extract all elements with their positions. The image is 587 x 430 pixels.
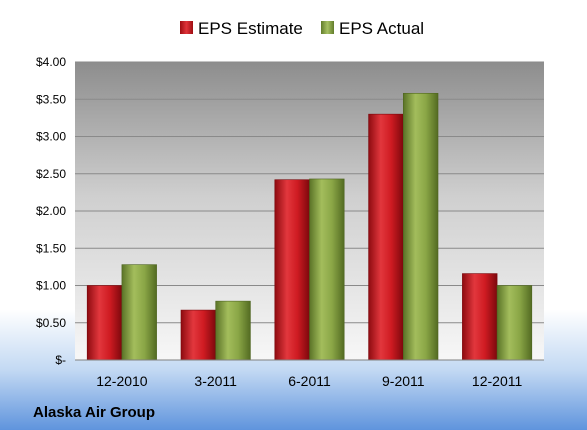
y-tick-label: $3.00	[36, 130, 66, 144]
x-axis-ticks: 12-2010 3-2011 6-2011 9-2011 12-2011	[96, 373, 522, 389]
y-tick-label: $1.00	[36, 279, 66, 293]
legend: EPS Estimate EPS Actual	[180, 19, 424, 38]
bar-eps-estimate	[274, 179, 310, 361]
y-axis-ticks: $- $0.50 $1.00 $1.50 $2.00 $2.50 $3.00 $3.50 $4.…	[36, 55, 66, 367]
y-tick-label: $2.00	[36, 204, 66, 218]
bars	[86, 92, 533, 361]
x-tick-label: 9-2011	[382, 373, 425, 389]
bar-eps-estimate	[368, 113, 404, 361]
y-tick-label: $3.50	[36, 92, 66, 106]
bar-eps-actual	[496, 285, 533, 361]
bar-eps-estimate	[462, 273, 498, 361]
x-tick-label: 12-2010	[96, 373, 148, 389]
x-tick-label: 12-2011	[472, 373, 523, 389]
legend-item-actual: EPS Actual	[321, 19, 424, 38]
legend-item-estimate: EPS Estimate	[180, 19, 303, 38]
bar-eps-estimate	[86, 285, 123, 361]
legend-label-actual: EPS Actual	[339, 19, 424, 38]
y-tick-label: $0.50	[36, 316, 66, 330]
legend-swatch-actual	[321, 21, 334, 34]
bar-eps-actual	[309, 178, 345, 361]
bar-eps-actual	[121, 264, 157, 361]
y-tick-label: $-	[55, 353, 66, 367]
y-tick-label: $2.50	[36, 167, 66, 181]
legend-swatch-estimate	[180, 21, 193, 34]
y-tick-label: $4.00	[36, 55, 66, 69]
y-tick-label: $1.50	[36, 241, 66, 255]
company-name: Alaska Air Group	[33, 404, 155, 421]
legend-label-estimate: EPS Estimate	[198, 19, 303, 38]
bar-eps-actual	[402, 92, 439, 361]
bar-eps-actual	[215, 300, 251, 361]
x-tick-label: 3-2011	[194, 373, 237, 389]
x-tick-label: 6-2011	[288, 373, 331, 389]
bar-eps-estimate	[180, 309, 217, 361]
